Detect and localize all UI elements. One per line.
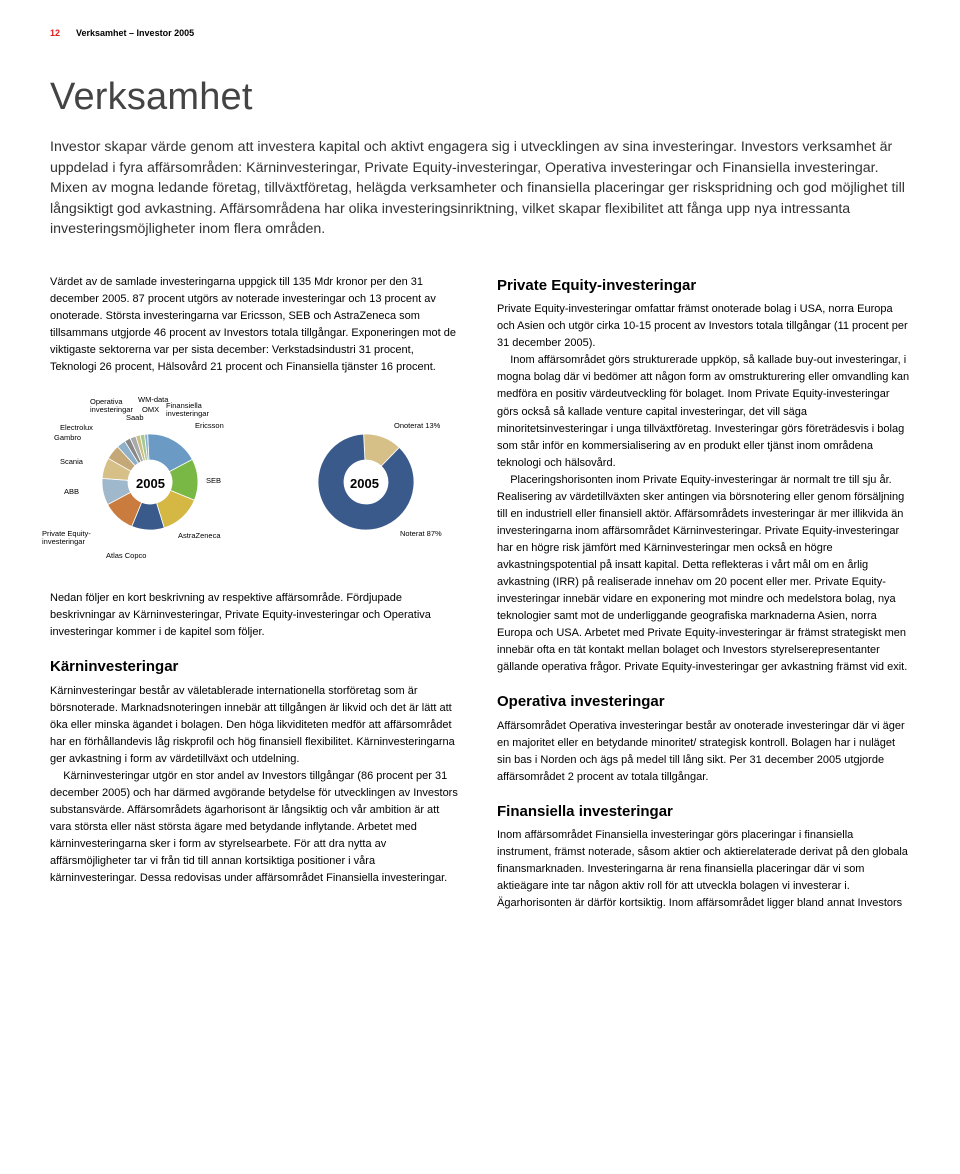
chart2-label-not: Noterat 87% — [400, 530, 442, 538]
chart1-label-ericsson: Ericsson — [195, 422, 224, 430]
listed-donut-chart: 2005 Onoterat 13% Noterat 87% — [286, 392, 446, 572]
two-column-layout: Värdet av de samlade investeringarna upp… — [50, 274, 910, 912]
chart2-label-onot: Onoterat 13% — [394, 422, 440, 430]
page-title: Verksamhet — [50, 76, 910, 119]
page-number: 12 — [50, 28, 60, 38]
op-title: Operativa investeringar — [497, 690, 910, 713]
charts-row: 2005 Ericsson SEB AstraZeneca Atlas Copc… — [50, 392, 463, 572]
karn-p1: Kärninvesteringar består av väletablerad… — [50, 683, 463, 768]
chart2-year: 2005 — [350, 474, 379, 494]
chart1-year: 2005 — [136, 474, 165, 494]
karn-p2: Kärninvesteringar utgör en stor andel av… — [50, 768, 463, 887]
right-column: Private Equity-investeringar Private Equ… — [497, 274, 910, 912]
karn-title: Kärninvesteringar — [50, 655, 463, 678]
chart1-label-gambro: Gambro — [54, 434, 81, 442]
fin-p1: Inom affärsområdet Finansiella investeri… — [497, 827, 910, 912]
intro-paragraph: Investor skapar värde genom att invester… — [50, 137, 910, 240]
pe-title: Private Equity-investeringar — [497, 274, 910, 297]
pe-p2: Inom affärsområdet görs strukturerade up… — [497, 352, 910, 471]
fin-title: Finansiella investeringar — [497, 800, 910, 823]
running-header: 12 Verksamhet – Investor 2005 — [50, 28, 910, 38]
chart1-label-seb: SEB — [206, 477, 221, 485]
holdings-donut-chart: 2005 Ericsson SEB AstraZeneca Atlas Copc… — [50, 392, 250, 572]
chart1-label-elux: Electrolux — [60, 424, 93, 432]
chart1-label-pe: Private Equity-investeringar — [42, 530, 91, 546]
pe-p3: Placeringshorisonten inom Private Equity… — [497, 472, 910, 677]
chart1-label-abb: ABB — [64, 488, 79, 496]
running-head-text: Verksamhet – Investor 2005 — [76, 28, 194, 38]
chart1-label-wm: WM-data — [138, 396, 168, 404]
chart1-label-saab: Saab — [126, 414, 144, 422]
left-p1: Värdet av de samlade investeringarna upp… — [50, 274, 463, 376]
chart1-label-atlas: Atlas Copco — [106, 552, 146, 560]
chart1-label-scania: Scania — [60, 458, 83, 466]
op-p1: Affärsområdet Operativa investeringar be… — [497, 718, 910, 786]
chart1-label-omx: OMX — [142, 406, 159, 414]
chart1-label-az: AstraZeneca — [178, 532, 221, 540]
left-column: Värdet av de samlade investeringarna upp… — [50, 274, 463, 912]
chart1-label-fin: Finansiellainvesteringar — [166, 402, 209, 418]
pe-p1: Private Equity-investeringar omfattar fr… — [497, 301, 910, 352]
chart1-label-op: Operativainvesteringar — [90, 398, 133, 414]
left-after-charts: Nedan följer en kort beskrivning av resp… — [50, 590, 463, 641]
